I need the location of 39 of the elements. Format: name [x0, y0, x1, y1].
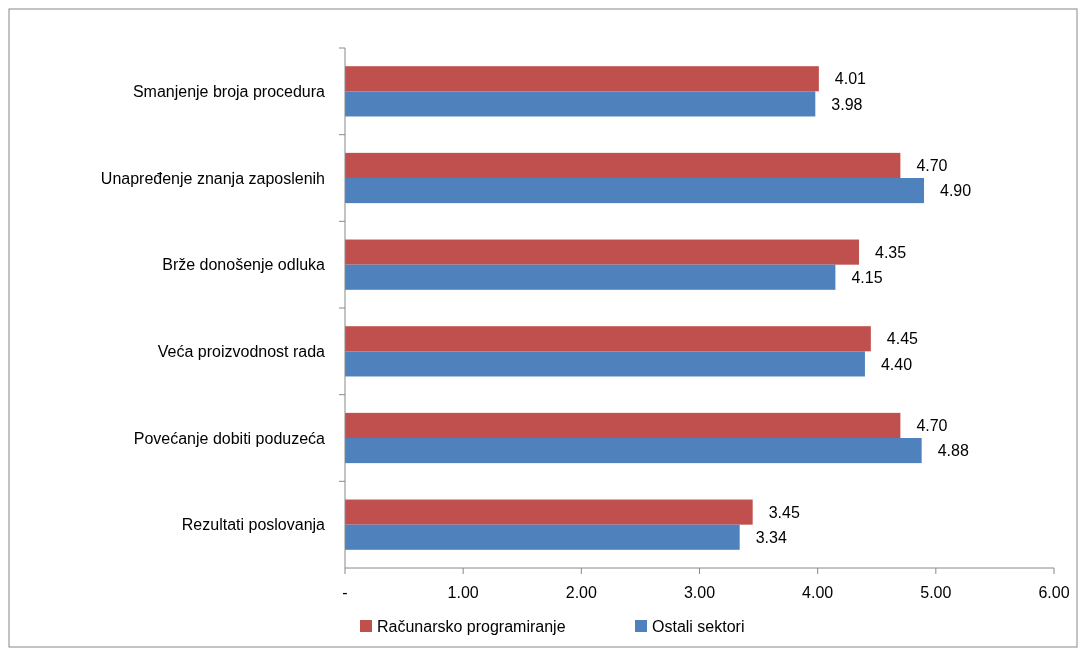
- x-tick-label: 1.00: [447, 584, 479, 601]
- y-tick-label: Povećanje dobiti poduzeća: [133, 429, 326, 447]
- data-label: 4.45: [886, 330, 919, 348]
- x-tick-label: 6.00: [1038, 584, 1070, 601]
- bar: [345, 351, 865, 377]
- y-tick-label: Brže donošenje odluka: [162, 256, 326, 274]
- bar: [345, 239, 860, 265]
- x-tick-label: 2.00: [565, 584, 598, 601]
- legend-label: Ostali sektori: [652, 617, 745, 635]
- y-tick-label: Rezultati poslovanja: [181, 516, 326, 534]
- data-label: 4.01: [834, 70, 867, 88]
- bar: [345, 91, 816, 117]
- bar: [345, 66, 819, 92]
- x-tick-label: 5.00: [920, 584, 952, 601]
- data-label: 4.40: [880, 355, 913, 373]
- data-label: 3.98: [831, 95, 863, 113]
- bar: [345, 412, 901, 438]
- data-label: 3.45: [768, 503, 800, 521]
- bar: [345, 524, 740, 550]
- y-tick-label: Unapređenje znanja zaposlenih: [100, 169, 325, 187]
- data-label: 4.90: [940, 182, 972, 200]
- data-label: 4.15: [851, 268, 883, 286]
- data-label: 4.35: [875, 243, 907, 261]
- y-tick-label: Veća proizvodnost rada: [157, 342, 326, 360]
- bar: [345, 438, 922, 464]
- x-tick-label: 4.00: [802, 584, 834, 601]
- data-label: 4.70: [916, 417, 948, 435]
- x-tick-label: 3.00: [683, 584, 716, 601]
- bar: [345, 326, 871, 352]
- data-label: 4.88: [937, 442, 969, 460]
- legend-label: Računarsko programiranje: [377, 617, 566, 635]
- data-label: 3.34: [755, 528, 787, 546]
- bar: [345, 499, 753, 525]
- bar: [345, 264, 836, 290]
- x-tick-label: -: [342, 584, 348, 601]
- bar: [345, 152, 901, 178]
- data-label: 4.70: [916, 157, 948, 175]
- y-tick-label: Smanjenje broja procedura: [132, 82, 326, 100]
- bar: [345, 178, 925, 204]
